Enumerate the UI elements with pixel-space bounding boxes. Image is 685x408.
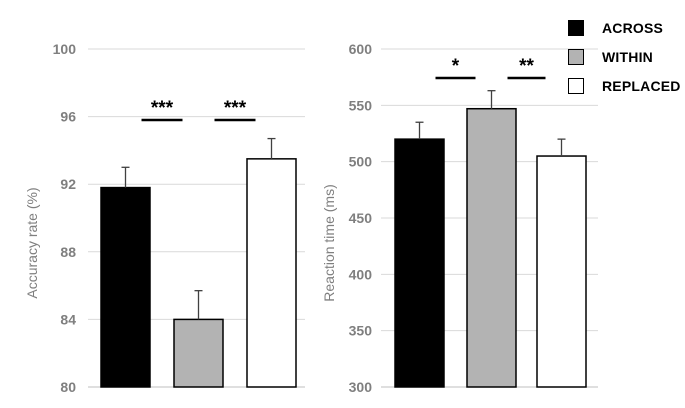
bar-replaced <box>246 158 297 388</box>
y-tick-label: 300 <box>349 379 373 395</box>
significance-label: ** <box>519 56 534 77</box>
y-tick-label: 92 <box>60 176 76 192</box>
y-tick-label: 400 <box>349 266 373 282</box>
legend: ACROSS WITHIN REPLACED <box>568 18 681 105</box>
bar-across <box>100 186 151 388</box>
chart-panel-2: 300 350 400 450 500 550 600 Reaction time (ms) *… <box>321 41 598 395</box>
y-tick-label: 84 <box>60 311 76 327</box>
legend-label-across: ACROSS <box>602 20 664 36</box>
y-tick-label: 350 <box>349 323 373 339</box>
legend-item-replaced: REPLACED <box>568 76 681 96</box>
y-tick-label: 550 <box>349 97 373 113</box>
legend-swatch-across <box>568 20 584 36</box>
legend-swatch-within <box>568 49 584 65</box>
legend-swatch-replaced <box>568 78 584 94</box>
y-tick-label: 600 <box>349 41 373 57</box>
bar-across <box>394 138 445 388</box>
chart-panel-1: 80 84 88 92 96 100 Accuracy rate (%) *** *** <box>24 41 305 395</box>
y-tick-label: 100 <box>53 41 77 57</box>
significance-label: *** <box>224 98 247 119</box>
bar-within <box>173 318 224 388</box>
y-tick-label: 96 <box>60 109 76 125</box>
y-tick-label: 80 <box>60 379 76 395</box>
legend-item-across: ACROSS <box>568 18 681 38</box>
legend-label-within: WITHIN <box>602 49 653 65</box>
bar-replaced <box>536 155 587 388</box>
significance-label: * <box>452 56 460 77</box>
y-tick-label: 500 <box>349 154 373 170</box>
significance-label: *** <box>151 98 174 119</box>
legend-label-replaced: REPLACED <box>602 78 681 94</box>
y-axis-title: Reaction time (ms) <box>321 184 337 301</box>
y-axis-title: Accuracy rate (%) <box>24 187 40 298</box>
y-tick-label: 450 <box>349 210 373 226</box>
bar-within <box>466 107 517 388</box>
legend-item-within: WITHIN <box>568 47 681 67</box>
y-tick-label: 88 <box>60 244 76 260</box>
